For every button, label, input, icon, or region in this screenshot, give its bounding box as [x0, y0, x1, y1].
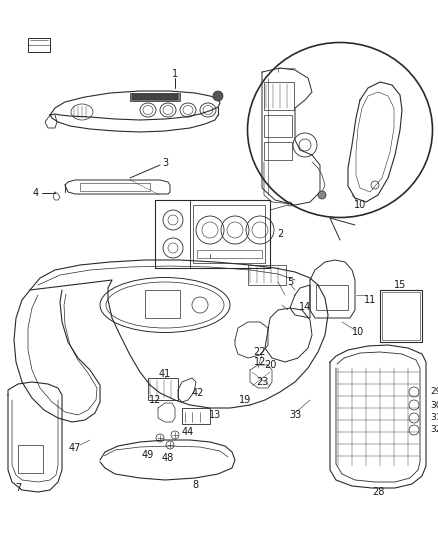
- Text: 32: 32: [430, 425, 438, 434]
- Text: 12: 12: [254, 357, 266, 367]
- Text: 33: 33: [289, 410, 301, 420]
- Text: 22: 22: [254, 347, 266, 357]
- Text: 11: 11: [364, 295, 376, 305]
- Text: 12: 12: [149, 395, 161, 405]
- Text: 20: 20: [264, 360, 276, 370]
- Bar: [382, 292, 420, 340]
- Text: 23: 23: [256, 377, 268, 387]
- Bar: [248, 265, 286, 285]
- Text: 29: 29: [430, 387, 438, 397]
- Text: 19: 19: [239, 395, 251, 405]
- Text: 3: 3: [162, 158, 168, 168]
- Bar: [132, 94, 178, 100]
- Bar: [316, 285, 348, 310]
- Bar: [155, 200, 190, 268]
- Bar: [80, 183, 150, 191]
- Text: 31: 31: [430, 414, 438, 423]
- Circle shape: [213, 91, 223, 101]
- Text: 44: 44: [182, 427, 194, 437]
- Text: 2: 2: [277, 229, 283, 239]
- Text: 13: 13: [209, 410, 221, 420]
- Text: 47: 47: [69, 443, 81, 453]
- Circle shape: [318, 191, 326, 199]
- Text: 15: 15: [394, 280, 406, 290]
- Text: 4: 4: [33, 188, 39, 198]
- Bar: [182, 408, 210, 424]
- Text: 1: 1: [172, 69, 178, 79]
- Text: 14: 14: [299, 302, 311, 312]
- Text: 48: 48: [162, 453, 174, 463]
- Bar: [130, 93, 180, 101]
- Text: 49: 49: [142, 450, 154, 460]
- Bar: [264, 115, 292, 137]
- Bar: [28, 38, 50, 52]
- Bar: [193, 205, 265, 263]
- Bar: [155, 200, 270, 268]
- Text: 10: 10: [354, 200, 366, 210]
- Text: 5: 5: [287, 277, 293, 287]
- Text: 42: 42: [192, 388, 204, 398]
- Bar: [18, 445, 43, 473]
- Text: 8: 8: [192, 480, 198, 490]
- Bar: [145, 290, 180, 318]
- Bar: [380, 290, 422, 342]
- Text: 7: 7: [15, 483, 21, 493]
- Bar: [264, 142, 292, 160]
- Text: 30: 30: [430, 400, 438, 409]
- Text: 10: 10: [352, 327, 364, 337]
- Bar: [264, 82, 294, 110]
- Bar: [197, 250, 262, 258]
- Bar: [148, 378, 178, 400]
- Text: 41: 41: [159, 369, 171, 379]
- Text: 28: 28: [372, 487, 384, 497]
